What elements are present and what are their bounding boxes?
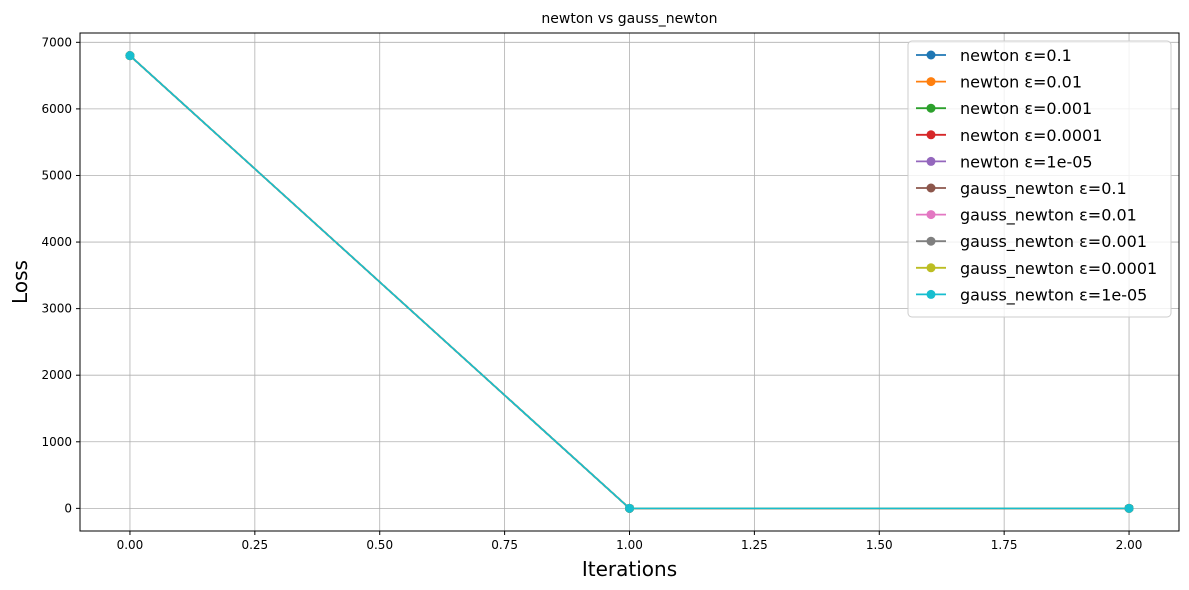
y-tick-label: 4000 — [41, 235, 72, 249]
legend-entry: newton ε=0.01 — [916, 73, 1082, 92]
x-tick-label: 2.00 — [1116, 538, 1143, 552]
y-tick-label: 3000 — [41, 302, 72, 316]
legend-entry: gauss_newton ε=1e-05 — [916, 285, 1147, 305]
legend-marker — [926, 103, 936, 113]
legend-entry: newton ε=0.1 — [916, 46, 1072, 65]
legend-box — [907, 40, 1172, 318]
legend-entry: newton ε=0.001 — [916, 99, 1092, 118]
legend-marker — [926, 183, 936, 193]
legend-marker — [926, 263, 936, 273]
x-tick-label: 1.25 — [741, 538, 768, 552]
legend-marker — [926, 77, 936, 87]
y-axis-ticks: 0 1000 2000 3000 4000 5000 6000 7000 — [41, 35, 80, 515]
series-layer — [125, 51, 1134, 513]
legend-marker — [926, 50, 936, 60]
legend-label: newton ε=0.1 — [960, 46, 1072, 65]
legend-marker — [926, 289, 936, 299]
y-axis-label: Loss — [8, 260, 32, 304]
data-point — [1124, 503, 1134, 513]
x-tick-label: 0.25 — [241, 538, 268, 552]
series-9 — [125, 51, 1134, 513]
legend-label: newton ε=1e-05 — [960, 152, 1093, 171]
x-tick-label: 0.50 — [366, 538, 393, 552]
y-tick-label: 6000 — [41, 102, 72, 116]
legend-label: newton ε=0.0001 — [960, 126, 1102, 145]
legend-label: newton ε=0.001 — [960, 99, 1092, 118]
data-point — [125, 51, 135, 61]
legend-marker — [926, 156, 936, 166]
legend-entry: newton ε=0.0001 — [916, 126, 1102, 145]
legend-label: gauss_newton ε=1e-05 — [960, 285, 1147, 305]
legend-label: gauss_newton ε=0.001 — [960, 232, 1147, 252]
y-tick-label: 1000 — [41, 435, 72, 449]
data-point — [625, 503, 634, 513]
x-tick-label: 1.00 — [616, 538, 643, 552]
legend-marker — [926, 236, 936, 246]
legend-label: gauss_newton ε=0.1 — [960, 179, 1127, 199]
y-tick-label: 7000 — [41, 35, 72, 49]
legend: newton ε=0.1 newton ε=0.01 newton ε=0.001 n… — [907, 40, 1172, 318]
legend-entry: gauss_newton ε=0.001 — [916, 232, 1147, 252]
x-tick-label: 1.75 — [991, 538, 1018, 552]
x-tick-label: 0.75 — [491, 538, 518, 552]
legend-label: newton ε=0.01 — [960, 73, 1082, 92]
x-tick-label: 1.50 — [866, 538, 893, 552]
legend-entry: newton ε=1e-05 — [916, 152, 1093, 171]
chart-title: newton vs gauss_newton — [541, 11, 717, 27]
legend-label: gauss_newton ε=0.01 — [960, 206, 1137, 226]
legend-label: gauss_newton ε=0.0001 — [960, 259, 1157, 279]
y-tick-label: 5000 — [41, 168, 72, 182]
legend-entry: gauss_newton ε=0.1 — [916, 179, 1127, 199]
legend-marker — [926, 210, 936, 220]
y-tick-label: 0 — [64, 501, 72, 515]
x-axis-ticks: 0.00 0.25 0.50 0.75 1.00 1.25 1.50 1.75 2.00 — [117, 531, 1143, 552]
x-axis-label: Iterations — [582, 557, 677, 581]
y-tick-label: 2000 — [41, 368, 72, 382]
legend-entry: gauss_newton ε=0.01 — [916, 206, 1137, 226]
legend-marker — [926, 130, 936, 140]
legend-entry: gauss_newton ε=0.0001 — [916, 259, 1157, 279]
x-tick-label: 0.00 — [117, 538, 144, 552]
